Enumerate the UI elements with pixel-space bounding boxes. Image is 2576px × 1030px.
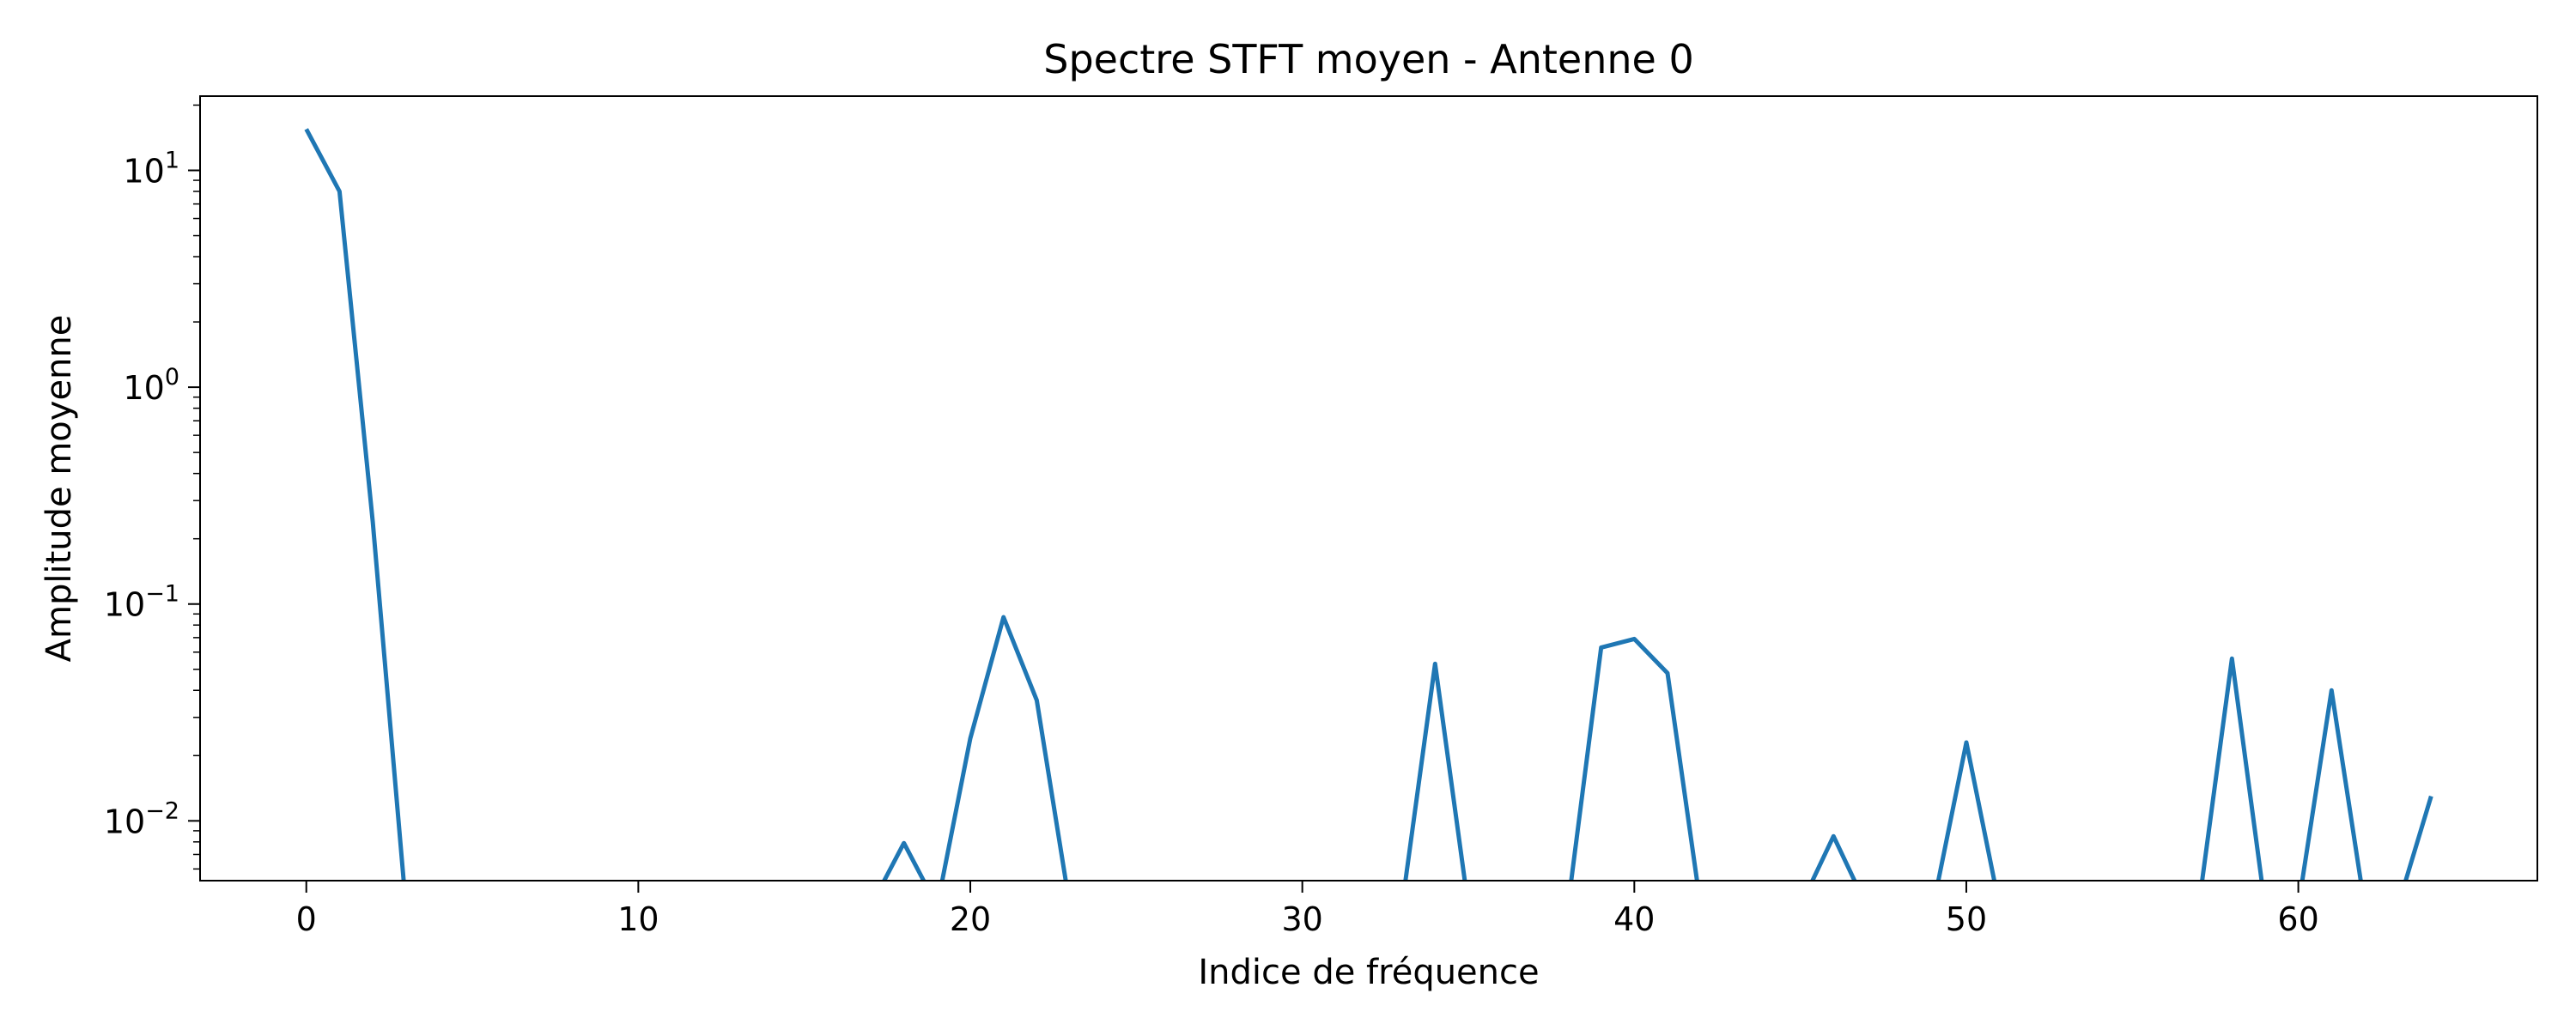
y-axis-label: Amplitude moyenne <box>39 315 79 663</box>
x-tick-label-20: 20 <box>950 900 991 938</box>
plot-frame <box>199 95 2538 882</box>
y-axis: 10−2 10−1 100 101 <box>104 104 200 870</box>
series-line-0 <box>304 128 2433 881</box>
x-tick-label-10: 10 <box>617 900 659 938</box>
y-tick-label-1: 10−1 <box>104 581 179 624</box>
x-axis: 0 10 20 30 40 50 60 <box>296 881 2319 938</box>
y-tick-label-3: 101 <box>123 148 179 191</box>
y-tick-label-0: 10−2 <box>104 797 179 840</box>
x-tick-label-0: 0 <box>296 900 317 938</box>
x-tick-label-60: 60 <box>2277 900 2318 938</box>
x-tick-label-50: 50 <box>1946 900 1987 938</box>
chart-title: Spectre STFT moyen - Antenne 0 <box>1043 36 1693 82</box>
x-tick-label-30: 30 <box>1281 900 1322 938</box>
y-tick-label-2: 100 <box>123 364 179 407</box>
x-tick-label-40: 40 <box>1613 900 1655 938</box>
series-layer <box>304 128 2433 881</box>
x-axis-label: Indice de fréquence <box>1198 953 1539 992</box>
